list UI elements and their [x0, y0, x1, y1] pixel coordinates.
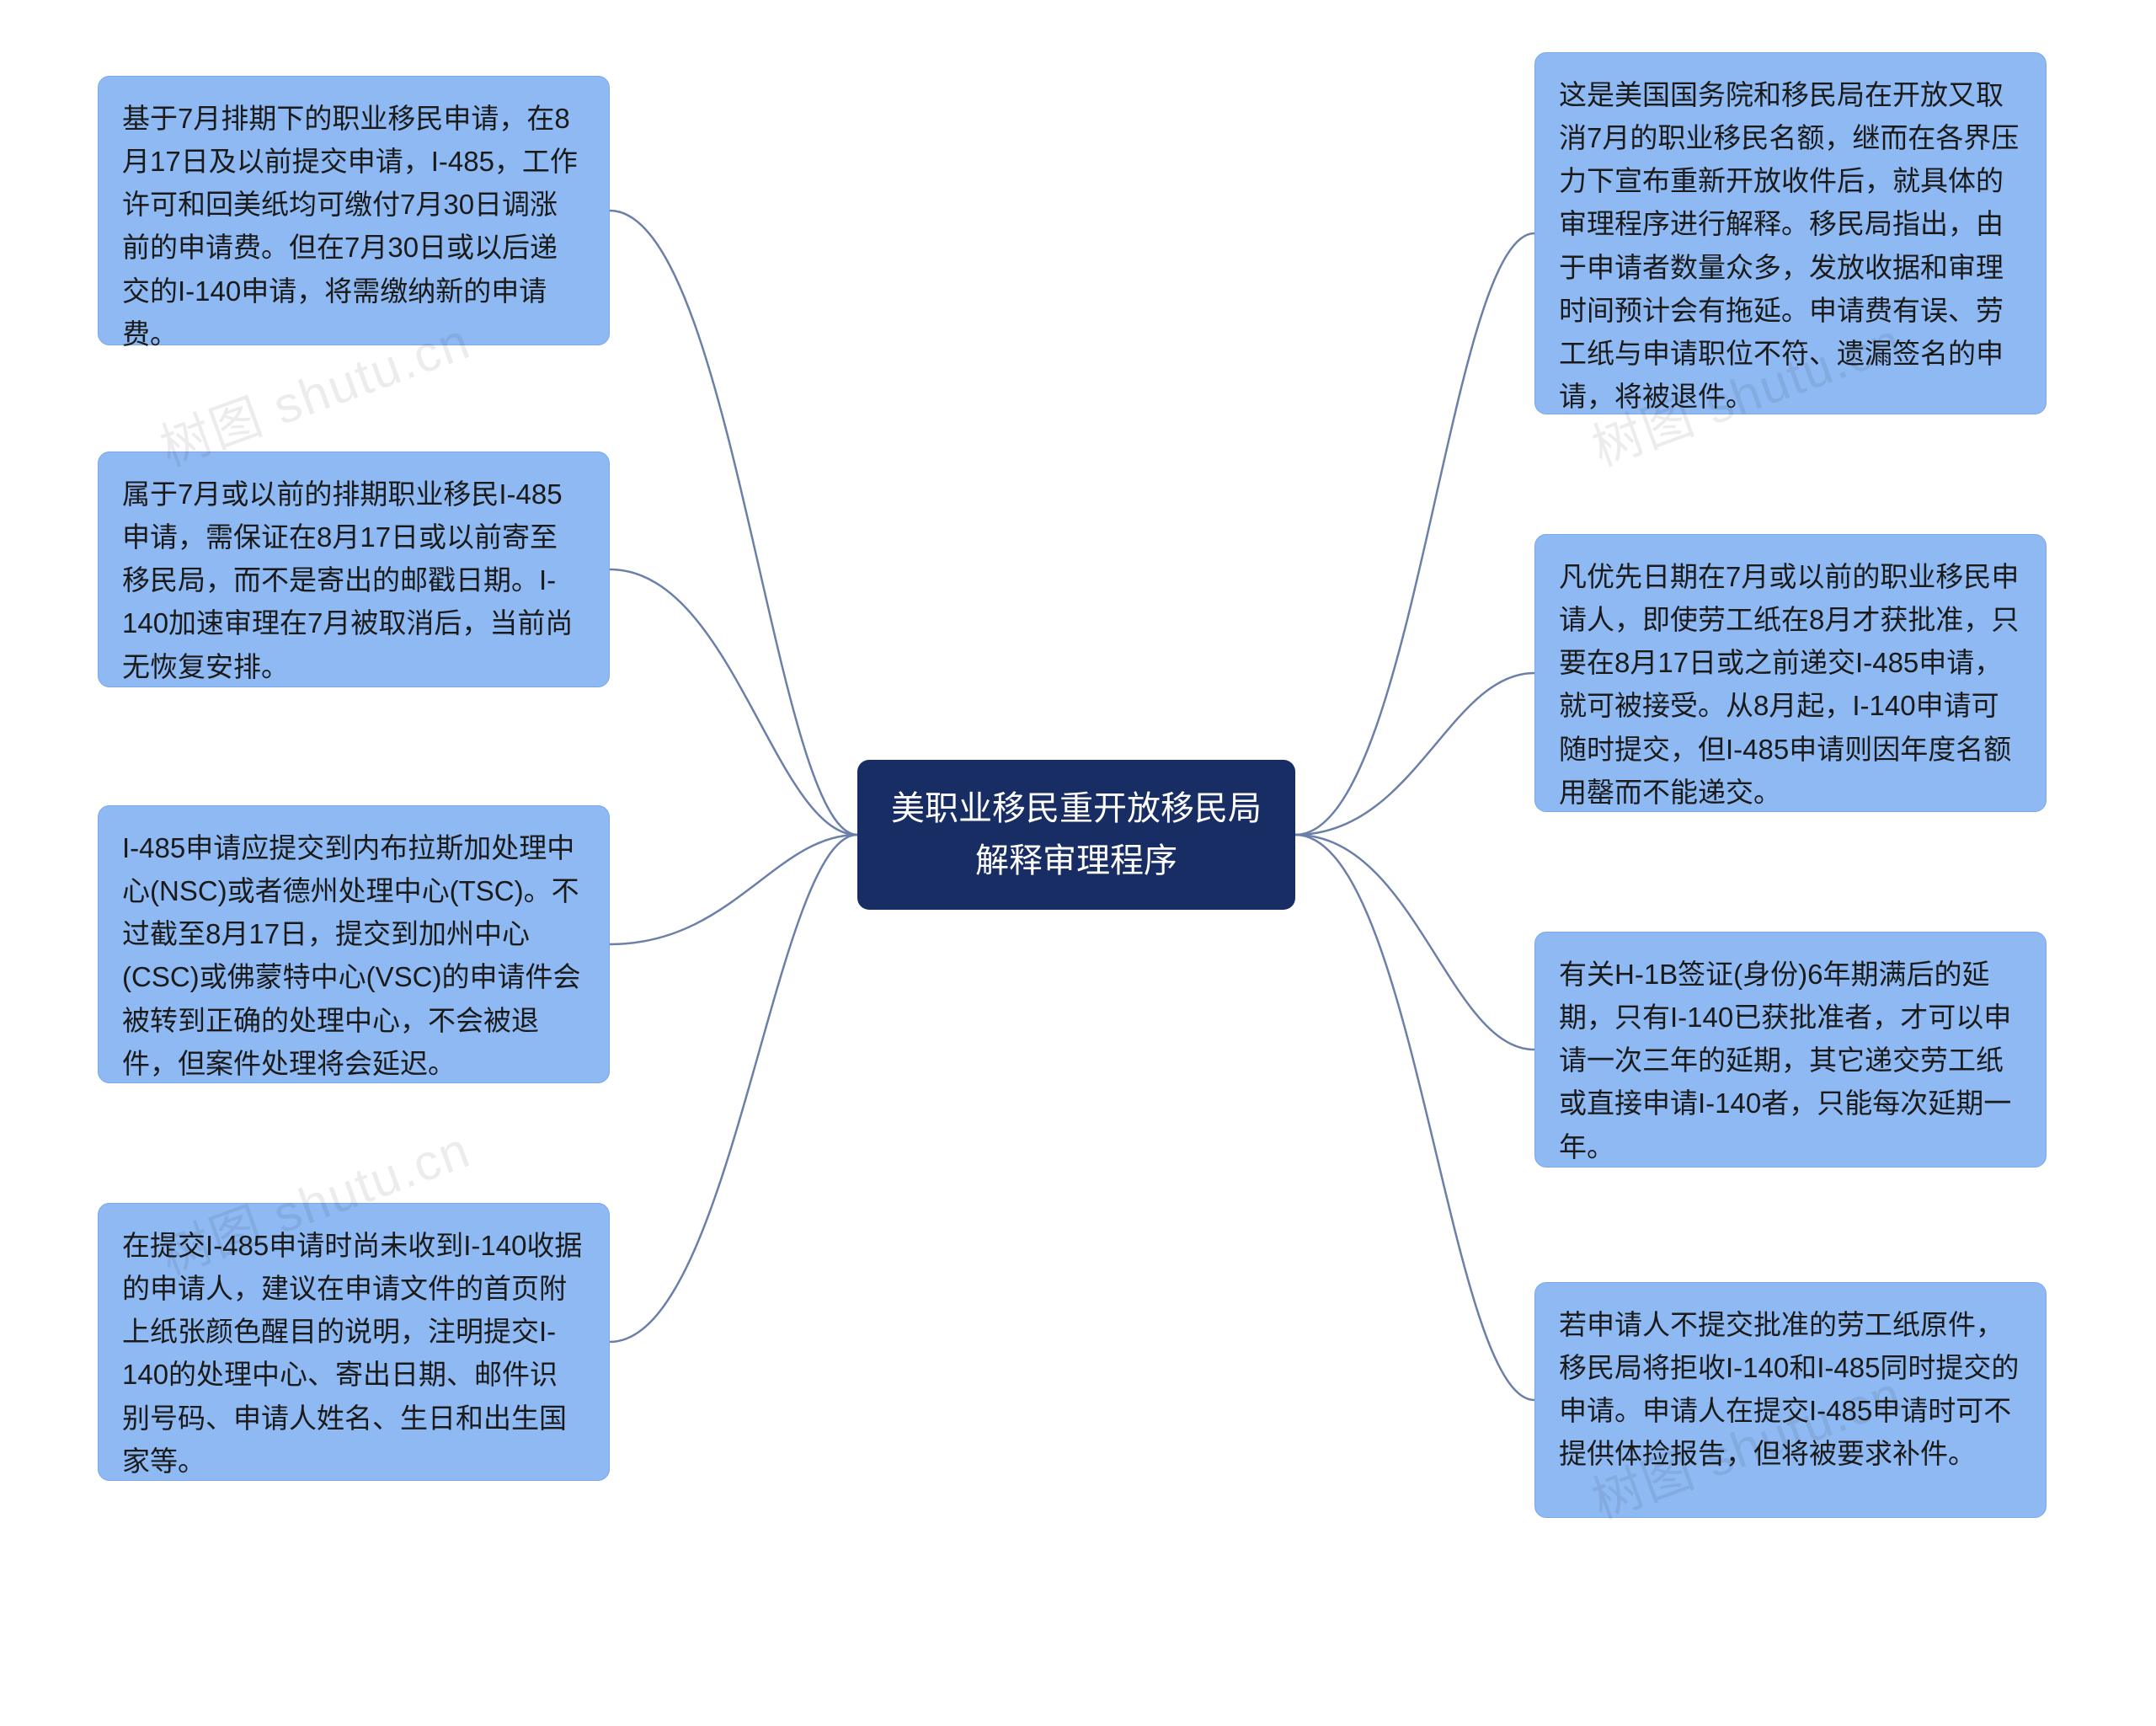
center-topic[interactable]: 美职业移民重开放移民局解释审理程序 [857, 760, 1295, 910]
left-node-2[interactable]: 属于7月或以前的排期职业移民I-485申请，需保证在8月17日或以前寄至移民局，… [98, 452, 610, 687]
right-node-1[interactable]: 这是美国国务院和移民局在开放又取消7月的职业移民名额，继而在各界压力下宣布重新开… [1534, 52, 2047, 414]
right-node-4[interactable]: 若申请人不提交批准的劳工纸原件，移民局将拒收I-140和I-485同时提交的申请… [1534, 1282, 2047, 1518]
left-node-1[interactable]: 基于7月排期下的职业移民申请，在8月17日及以前提交申请，I-485，工作许可和… [98, 76, 610, 345]
right-node-3-text: 有关H-1B签证(身份)6年期满后的延期，只有I-140已获批准者，才可以申请一… [1559, 959, 2011, 1162]
right-node-3[interactable]: 有关H-1B签证(身份)6年期满后的延期，只有I-140已获批准者，才可以申请一… [1534, 932, 2047, 1168]
center-topic-text: 美职业移民重开放移民局解释审理程序 [881, 783, 1272, 887]
left-node-3[interactable]: I-485申请应提交到内布拉斯加处理中心(NSC)或者德州处理中心(TSC)。不… [98, 805, 610, 1083]
left-node-2-text: 属于7月或以前的排期职业移民I-485申请，需保证在8月17日或以前寄至移民局，… [122, 478, 573, 682]
right-node-1-text: 这是美国国务院和移民局在开放又取消7月的职业移民名额，继而在各界压力下宣布重新开… [1559, 79, 2019, 412]
right-node-2[interactable]: 凡优先日期在7月或以前的职业移民申请人，即使劳工纸在8月才获批准，只要在8月17… [1534, 534, 2047, 812]
left-node-3-text: I-485申请应提交到内布拉斯加处理中心(NSC)或者德州处理中心(TSC)。不… [122, 832, 580, 1079]
left-node-4[interactable]: 在提交I-485申请时尚未收到I-140收据的申请人，建议在申请文件的首页附上纸… [98, 1203, 610, 1481]
right-node-4-text: 若申请人不提交批准的劳工纸原件，移民局将拒收I-140和I-485同时提交的申请… [1559, 1309, 2019, 1469]
left-node-1-text: 基于7月排期下的职业移民申请，在8月17日及以前提交申请，I-485，工作许可和… [122, 103, 578, 350]
left-node-4-text: 在提交I-485申请时尚未收到I-140收据的申请人，建议在申请文件的首页附上纸… [122, 1230, 582, 1477]
right-node-2-text: 凡优先日期在7月或以前的职业移民申请人，即使劳工纸在8月才获批准，只要在8月17… [1559, 561, 2019, 808]
mindmap-canvas: { "center": { "text": "美职业移民重开放移民局解释审理程序… [0, 0, 2156, 1726]
